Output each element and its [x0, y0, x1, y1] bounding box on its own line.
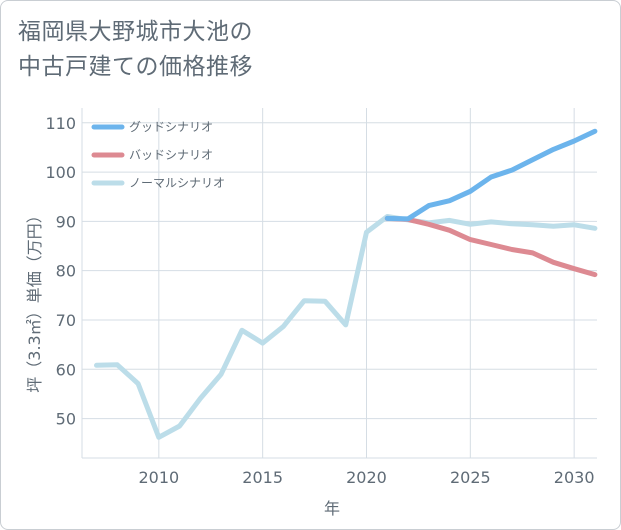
y-tick-label: 80	[56, 262, 76, 281]
chart-title-line-1: 福岡県大野城市大池の	[18, 19, 253, 45]
legend-label: バッドシナリオ	[129, 148, 213, 162]
chart-title: 福岡県大野城市大池の 中古戸建ての価格推移	[18, 15, 418, 85]
y-tick-label: 110	[45, 114, 76, 133]
legend-label: グッドシナリオ	[129, 120, 213, 134]
series-line	[384, 215, 598, 278]
tick-labels: 50 60 70 80 90 100 110 2010 2015 2020 2025 2030	[45, 114, 594, 487]
series-line	[384, 128, 598, 222]
x-tick-label: 2030	[554, 468, 595, 487]
x-tick-label: 2025	[450, 468, 491, 487]
legend-label: ノーマルシナリオ	[129, 176, 225, 190]
series-line	[94, 214, 598, 440]
y-tick-label: 100	[45, 163, 76, 182]
x-tick-label: 2015	[242, 468, 283, 487]
y-axis-label: 坪（3.3㎡）単価（万円）	[25, 207, 44, 392]
y-tick-label: 90	[56, 212, 76, 231]
y-tick-label: 60	[56, 360, 76, 379]
x-axis-label: 年	[324, 499, 340, 518]
axes	[81, 108, 597, 459]
y-tick-label: 70	[56, 311, 76, 330]
chart-title-line-2: 中古戸建ての価格推移	[18, 54, 253, 80]
y-tick-label: 50	[56, 410, 76, 429]
x-tick-label: 2020	[346, 468, 387, 487]
series-lines	[94, 128, 598, 440]
x-tick-label: 2010	[138, 468, 179, 487]
